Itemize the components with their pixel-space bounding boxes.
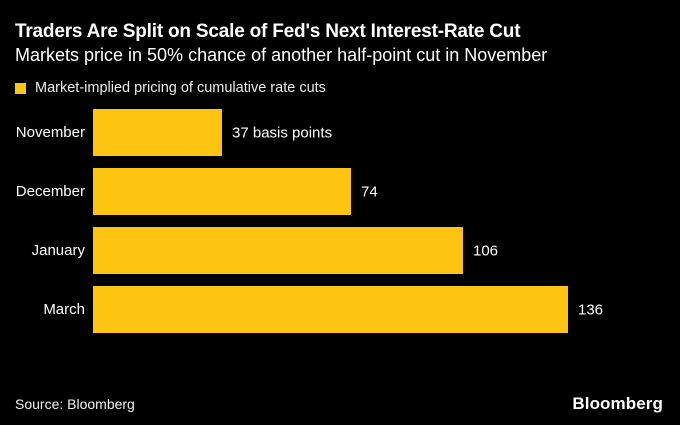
chart-title: Traders Are Split on Scale of Fed's Next… (15, 21, 521, 42)
category-label: January (31, 242, 85, 259)
bar-row: January 106 (15, 227, 665, 274)
chart-subtitle: Markets price in 50% chance of another h… (15, 45, 548, 65)
bar-zone: 74 (93, 168, 665, 215)
bar-row: November 37 basis points (15, 109, 665, 156)
bar (93, 227, 463, 274)
legend: Market-implied pricing of cumulative rat… (15, 80, 326, 96)
value-label: 37 basis points (232, 124, 333, 141)
bar (93, 286, 568, 333)
legend-swatch-icon (15, 82, 26, 94)
bar (93, 168, 351, 215)
source-note: Source: Bloomberg (15, 396, 135, 412)
category-label: March (43, 301, 85, 318)
category-label: November (15, 124, 85, 141)
value-label: 106 (473, 242, 499, 259)
category-label: December (15, 183, 85, 200)
value-label: 136 (578, 301, 604, 318)
value-label: 74 (361, 183, 378, 200)
legend-label: Market-implied pricing of cumulative rat… (35, 80, 326, 96)
bar-row: December 74 (15, 168, 665, 215)
bloomberg-logo: Bloomberg (572, 394, 663, 413)
bar-zone: 106 (93, 227, 665, 274)
bar-row: March 136 (15, 286, 665, 333)
bar (93, 109, 222, 156)
bar-zone: 136 (93, 286, 665, 333)
bar-zone: 37 basis points (93, 109, 665, 156)
bar-chart: November 37 basis points December 74 January… (15, 109, 665, 345)
